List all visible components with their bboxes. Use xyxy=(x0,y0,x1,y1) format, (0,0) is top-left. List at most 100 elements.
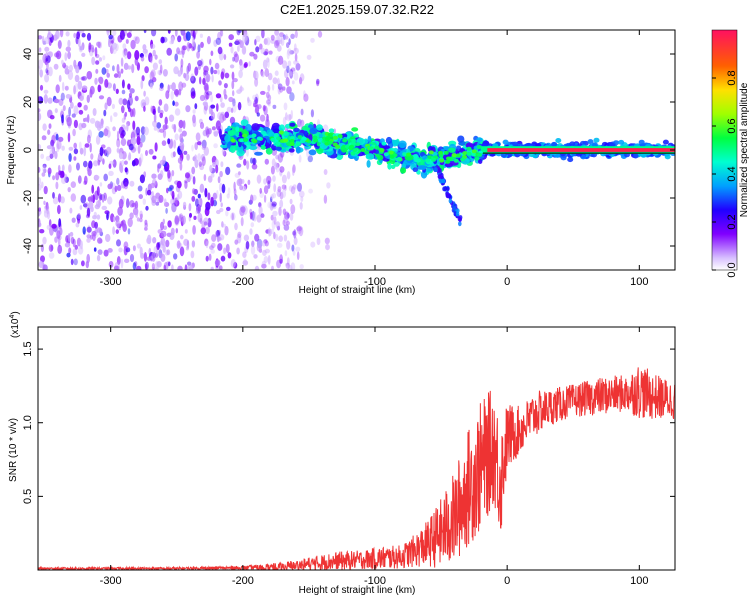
spectrogram-noise-blob xyxy=(116,219,120,229)
spectrogram-tone-halo xyxy=(593,137,600,143)
spectrogram-noise-blob xyxy=(266,57,270,63)
spectrogram-noise-blob xyxy=(162,36,168,43)
spectrogram-noise-blob xyxy=(277,225,280,231)
spectrogram-noise-blob xyxy=(289,71,293,77)
spectrogram-noise-blob xyxy=(175,228,178,234)
spectrogram-signal-blob xyxy=(400,167,407,174)
spectrogram-noise-blob xyxy=(72,128,76,137)
spectrogram-noise-blob xyxy=(48,123,52,129)
spectrogram-noise-blob xyxy=(119,161,122,166)
spectrogram-noise-blob xyxy=(264,158,269,165)
spectrogram-signal-blob xyxy=(309,127,318,135)
spectrogram-noise-blob xyxy=(211,242,216,248)
spectrogram-signal-blob xyxy=(404,154,414,161)
spectrogram-noise-blob xyxy=(73,85,76,95)
spectrogram-noise-blob xyxy=(104,210,110,215)
spectrogram-tone-halo xyxy=(580,154,587,160)
spectrogram-noise-blob xyxy=(68,64,73,72)
spectrogram-noise-blob xyxy=(69,231,74,237)
spectrogram-noise-blob xyxy=(197,60,203,67)
spectrogram-noise-blob xyxy=(180,234,184,240)
spectrogram-noise-blob xyxy=(91,56,96,66)
spectrogram-noise-blob xyxy=(124,167,128,173)
spectrogram-bright-blob xyxy=(383,152,389,157)
spectrogram-noise-blob xyxy=(239,185,244,191)
spectrogram-noise-blob xyxy=(44,46,50,52)
spectrogram-noise-blob xyxy=(206,128,210,138)
spectrogram-noise-blob xyxy=(273,231,276,240)
spectrogram-noise-blob xyxy=(160,221,164,231)
spectrogram-streak-blob xyxy=(446,186,450,192)
spectrogram-bright-blob xyxy=(360,148,366,152)
spectrogram-bright-blob xyxy=(389,154,395,159)
spectrogram-noise-blob xyxy=(101,205,108,211)
spectrogram-noise-blob xyxy=(191,144,194,152)
spectrogram-noise-blob xyxy=(96,41,101,47)
spectrogram-noise-blob xyxy=(122,98,128,106)
spectrogram-noise-blob xyxy=(296,251,300,260)
spectrogram-signal-blob xyxy=(478,159,483,164)
spectrogram-noise-blob xyxy=(42,165,46,174)
spectrogram-noise-blob xyxy=(192,188,196,195)
spectrogram-noise-blob xyxy=(232,90,235,97)
spectrogram-noise-blob xyxy=(73,156,77,161)
spectrogram-noise-blob xyxy=(286,114,292,122)
spectrogram-noise-blob xyxy=(73,142,77,149)
spectrogram-signal-blob xyxy=(382,145,390,150)
spectrogram-noise-blob xyxy=(62,81,65,92)
spectrogram-noise-blob xyxy=(57,164,61,172)
spectrogram-noise-blob xyxy=(52,196,59,205)
spectrogram-noise-blob xyxy=(112,42,117,50)
spectrogram-noise-blob xyxy=(253,211,257,222)
spectrogram-signal-blob xyxy=(288,148,295,153)
snr-y-scale: (x104) xyxy=(9,311,21,338)
spectrogram-noise-blob xyxy=(259,191,264,198)
spectrogram-noise-blob xyxy=(98,131,104,138)
spectrogram-noise-blob xyxy=(244,31,249,41)
spectrogram-noise-blob xyxy=(151,267,156,270)
snr-plot-area xyxy=(38,327,675,570)
spectrogram-noise-blob xyxy=(177,35,182,43)
spectrogram-noise-blob xyxy=(118,198,124,209)
spectrogram-noise-blob xyxy=(144,49,148,58)
spectrogram-noise-blob xyxy=(188,264,194,270)
spectrogram-noise-blob xyxy=(264,248,270,254)
spectrogram-noise-blob xyxy=(106,130,111,138)
spectrogram-noise-blob xyxy=(145,205,149,211)
spectrogram-noise-blob xyxy=(179,246,185,257)
spectrogram-noise-blob xyxy=(129,254,135,262)
spectrogram-bright-blob xyxy=(415,158,421,163)
spectrogram-signal-blob xyxy=(448,147,456,153)
spectrogram-noise-blob xyxy=(64,68,70,75)
spectrogram-noise-blob xyxy=(178,119,184,129)
spectrogram-noise-blob xyxy=(191,240,196,248)
spectrogram-noise-blob xyxy=(86,70,93,80)
spectrogram-streak-blob xyxy=(445,191,449,197)
spectrogram-noise-blob xyxy=(139,246,143,256)
spectrogram-bright-blob xyxy=(428,150,434,155)
spectrogram-noise-blob xyxy=(239,40,244,49)
spectrogram-noise-blob xyxy=(296,225,302,235)
spectrogram-bright-blob xyxy=(368,146,374,151)
spectrogram-noise-blob xyxy=(243,234,250,242)
spectrogram-noise-blob xyxy=(164,249,169,256)
spectrogram-noise-blob xyxy=(114,261,120,270)
svg-text:(x104): (x104) xyxy=(9,311,21,338)
spectrogram-noise-blob xyxy=(207,175,213,183)
spectrogram-noise-blob xyxy=(173,197,178,207)
spectrogram-noise-blob xyxy=(162,124,168,130)
spectrogram-noise-blob xyxy=(150,69,156,78)
spectrogram-noise-blob xyxy=(120,133,125,139)
spectrogram-noise-blob xyxy=(271,201,277,207)
spectrogram-noise-blob xyxy=(127,154,131,161)
snr-y-scale-text: (x10 xyxy=(10,318,21,338)
spectrogram-bright-blob xyxy=(351,141,357,146)
spectrogram-noise-blob xyxy=(225,243,230,254)
spectrogram-noise-blob xyxy=(299,77,303,85)
spectrogram-noise-blob xyxy=(174,133,179,141)
spectrogram-noise-blob xyxy=(170,227,175,236)
spectrogram-noise-blob xyxy=(187,42,191,49)
spectrogram-noise-blob xyxy=(256,112,260,117)
spectrogram-noise-blob xyxy=(276,242,283,248)
spectrogram-tone-halo xyxy=(567,157,574,163)
